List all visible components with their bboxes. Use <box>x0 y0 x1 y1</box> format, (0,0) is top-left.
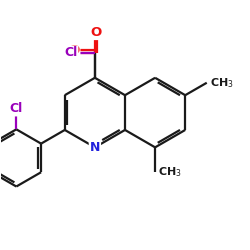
Text: CH$_3$: CH$_3$ <box>158 165 182 179</box>
Text: CH$_3$: CH$_3$ <box>210 76 234 90</box>
Text: N: N <box>90 141 100 154</box>
Text: O: O <box>68 44 80 57</box>
Text: Cl: Cl <box>10 102 23 116</box>
Text: Cl: Cl <box>64 46 78 60</box>
Text: O: O <box>90 26 102 39</box>
